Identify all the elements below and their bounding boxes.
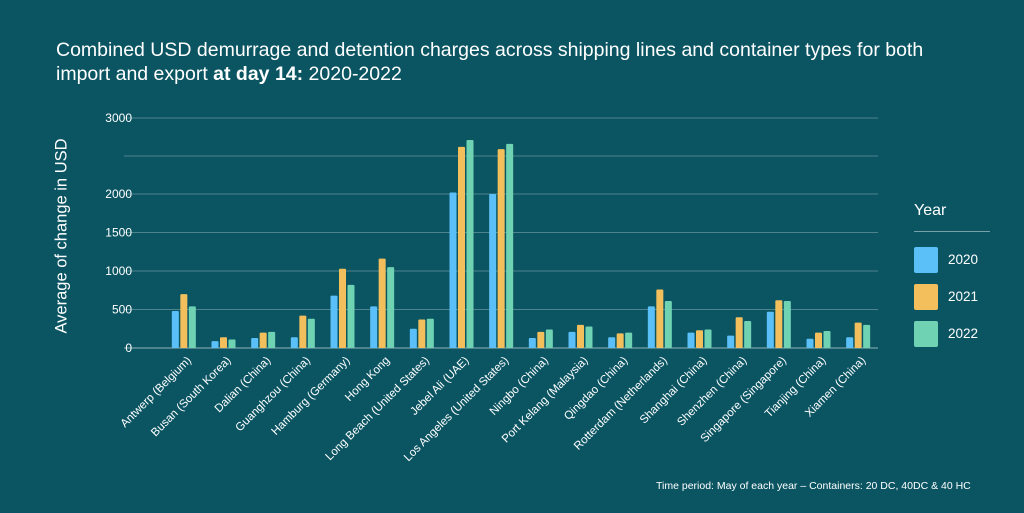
bar-2020-12 [647, 306, 655, 348]
bar-2020-3 [290, 337, 298, 348]
x-tick-label: Hamburg (Germany) [270, 355, 353, 438]
bar-2021-2 [259, 332, 267, 348]
legend-title: Year [914, 202, 947, 219]
legend-label-2022: 2022 [948, 326, 979, 341]
y-tick-label: 500 [112, 303, 132, 317]
bar-2021-8 [497, 149, 505, 348]
y-tick-label: 0 [125, 341, 132, 355]
bar-2022-7 [466, 140, 474, 348]
bar-2020-10 [568, 331, 576, 348]
x-tick-label: Guanghzou (China) [233, 355, 313, 435]
footnote: Time period: May of each year – Containe… [656, 480, 971, 492]
bar-2022-2 [268, 331, 276, 348]
bar-2020-8 [489, 194, 497, 348]
bar-2021-11 [616, 333, 624, 348]
bar-2020-5 [370, 306, 378, 348]
bar-2022-17 [863, 324, 871, 348]
bar-2020-1 [211, 341, 219, 348]
legend-label-2020: 2020 [948, 252, 979, 267]
bar-2021-17 [854, 322, 862, 348]
legend-swatch-2020 [914, 247, 938, 273]
legend-label-2021: 2021 [948, 289, 979, 304]
bar-2021-9 [537, 331, 545, 348]
legend-divider [914, 231, 990, 232]
bar-2022-3 [307, 318, 315, 348]
bar-2020-2 [251, 337, 259, 348]
bar-2022-8 [506, 143, 514, 348]
bar-2022-5 [387, 267, 395, 348]
bar-2021-15 [775, 300, 783, 348]
bar-2022-10 [585, 326, 593, 348]
bar-2021-3 [299, 315, 307, 348]
x-tick-label: Busan (South Korea) [149, 355, 234, 440]
bar-2021-12 [656, 289, 664, 348]
bar-2022-15 [783, 301, 791, 348]
bar-2022-9 [545, 329, 553, 348]
legend-swatch-2022 [914, 321, 938, 347]
bar-2022-0 [188, 306, 196, 348]
bar-2021-6 [418, 319, 426, 348]
bar-2020-11 [608, 337, 616, 348]
bar-2020-4 [330, 295, 338, 348]
x-tick-label: Shanghai (China) [638, 355, 710, 427]
bar-2022-13 [704, 329, 712, 348]
bar-2021-13 [696, 330, 703, 348]
bar-2020-6 [409, 328, 417, 348]
bar-2021-5 [378, 258, 386, 348]
bar-2020-7 [449, 192, 457, 348]
bar-2021-7 [458, 146, 465, 348]
y-tick-label: 1500 [105, 226, 132, 240]
y-tick-label: 1000 [105, 264, 132, 278]
bar-2022-14 [744, 321, 752, 348]
y-tick-label: 3000 [105, 111, 132, 125]
chart-title: Combined USD demurrage and detention cha… [56, 39, 924, 85]
bar-2021-14 [735, 317, 743, 348]
x-tick-label: Shenzhen (China) [675, 355, 749, 429]
bar-2022-1 [228, 339, 236, 348]
bar-2021-16 [815, 332, 822, 348]
bar-2021-1 [220, 337, 227, 348]
bar-2022-6 [426, 318, 434, 348]
bar-2021-0 [180, 294, 188, 348]
x-tick-label: Antwerp (Belgium) [119, 355, 194, 430]
bar-2020-17 [846, 337, 854, 348]
bar-2021-10 [577, 324, 584, 348]
bar-2020-13 [687, 332, 695, 348]
bar-2020-9 [528, 337, 536, 348]
bar-2022-11 [625, 332, 633, 348]
bar-2022-16 [823, 331, 831, 348]
legend-swatch-2021 [914, 284, 938, 310]
bar-2022-12 [664, 301, 672, 348]
bar-2020-0 [171, 311, 179, 348]
bar-2020-14 [727, 335, 735, 348]
bar-2020-16 [806, 338, 814, 348]
bar-2022-4 [347, 284, 355, 348]
bar-2021-4 [339, 268, 346, 348]
y-tick-label: 2000 [105, 187, 132, 201]
bar-2020-15 [766, 311, 774, 348]
